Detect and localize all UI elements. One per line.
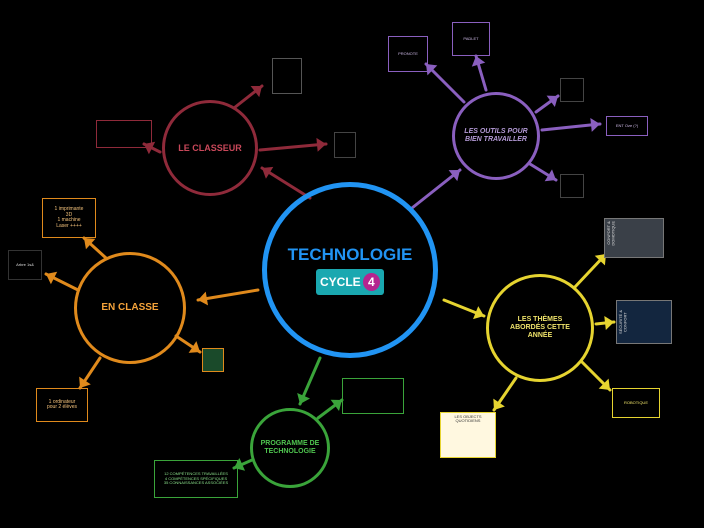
leaf-classe-2[interactable]: 1 ordinateur pour 2 élèves	[36, 388, 88, 422]
branch-programme-label: PROGRAMME DE TECHNOLOGIE	[261, 440, 320, 456]
center-node[interactable]: TECHNOLOGIE CYCLE4	[262, 182, 438, 358]
leaf-classe-0[interactable]: 1 imprimante 3D 1 machine Laser ++++	[42, 198, 96, 238]
leaf-themes-0[interactable]: CONFORT & DOMOTIQUE	[604, 218, 664, 258]
leaf-classe-1-label: Arbre 1s&	[16, 263, 34, 267]
leaf-programme-1-label: 12 COMPÉTENCES TRAVAILLÉES 4 COMPÉTENCES…	[164, 472, 228, 485]
leaf-themes-1[interactable]: SÉCURITÉ & CONFORT	[616, 300, 672, 344]
leaf-classeur-2[interactable]	[334, 132, 356, 158]
leaf-outils-1[interactable]: PADLET	[452, 22, 490, 56]
branch-classe[interactable]: EN CLASSE	[74, 252, 186, 364]
branch-classeur-label: LE CLASSEUR	[178, 143, 242, 153]
cycle-badge: CYCLE4	[316, 269, 384, 295]
leaf-themes-0-label: CONFORT & DOMOTIQUE	[607, 221, 616, 246]
center-node-label: TECHNOLOGIE	[288, 245, 413, 265]
leaf-outils-3[interactable]: ENT Oze (?)	[606, 116, 648, 136]
cycle-badge-num: 4	[363, 273, 380, 291]
leaf-outils-3-label: ENT Oze (?)	[616, 124, 638, 128]
leaf-classe-1[interactable]: Arbre 1s&	[8, 250, 42, 280]
cycle-badge-text: CYCLE	[320, 275, 361, 289]
branch-programme[interactable]: PROGRAMME DE TECHNOLOGIE	[250, 408, 330, 488]
branch-classe-label: EN CLASSE	[101, 302, 158, 314]
leaf-outils-0[interactable]: PRONOTE	[388, 36, 428, 72]
branch-outils[interactable]: LES OUTILS POUR BIEN TRAVAILLER	[452, 92, 540, 180]
leaf-themes-2-label: ROBOTIQUE	[624, 401, 648, 405]
leaf-classe-2-label: 1 ordinateur pour 2 élèves	[47, 400, 77, 411]
leaf-outils-1-label: PADLET	[463, 37, 478, 41]
branch-themes[interactable]: LES THÈMES ABORDÉS CETTE ANNÉE	[486, 274, 594, 382]
leaf-outils-0-label: PRONOTE	[398, 52, 418, 56]
branch-outils-label: LES OUTILS POUR BIEN TRAVAILLER	[464, 128, 527, 144]
leaf-classeur-0[interactable]	[96, 120, 152, 148]
leaf-classe-3[interactable]	[202, 348, 224, 372]
leaf-programme-0[interactable]	[342, 378, 404, 414]
leaf-themes-2[interactable]: ROBOTIQUE	[612, 388, 660, 418]
leaf-themes-3-label: LES OBJECTS QUOTIDIENS	[454, 415, 481, 424]
leaf-programme-1[interactable]: 12 COMPÉTENCES TRAVAILLÉES 4 COMPÉTENCES…	[154, 460, 238, 498]
branch-classeur[interactable]: LE CLASSEUR	[162, 100, 258, 196]
branch-themes-label: LES THÈMES ABORDÉS CETTE ANNÉE	[510, 316, 570, 340]
leaf-classeur-1[interactable]	[272, 58, 302, 94]
leaf-outils-4[interactable]	[560, 174, 584, 198]
leaf-classe-0-label: 1 imprimante 3D 1 machine Laser ++++	[55, 207, 84, 229]
leaf-outils-2[interactable]	[560, 78, 584, 102]
leaf-themes-1-label: SÉCURITÉ & CONFORT	[619, 303, 628, 341]
leaf-themes-3[interactable]: LES OBJECTS QUOTIDIENS	[440, 412, 496, 458]
